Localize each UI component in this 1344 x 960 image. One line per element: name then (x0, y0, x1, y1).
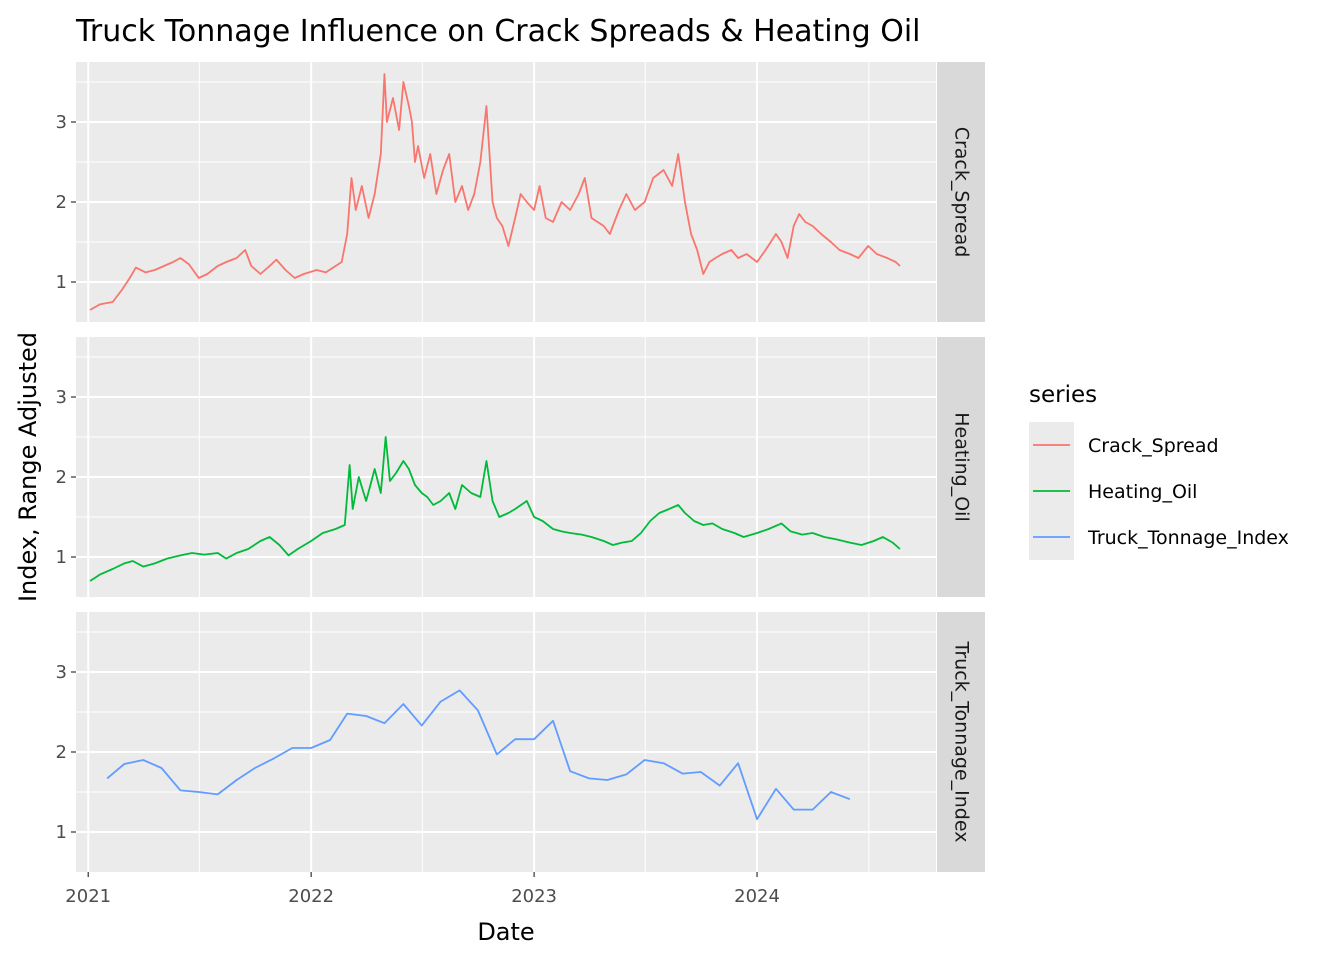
y-tick-label: 2 (56, 742, 67, 763)
y-axis-title: Index, Range Adjusted (14, 332, 42, 602)
facet-panel-heating-oil: 1 2 3 Heating_Oil (56, 337, 985, 597)
y-tick-label: 1 (56, 822, 67, 843)
y-tick-label: 3 (56, 662, 67, 683)
x-tick-label: 2022 (288, 886, 334, 907)
x-tick-label: 2023 (511, 886, 557, 907)
y-tick-label: 2 (56, 192, 67, 213)
x-axis-title: Date (477, 918, 534, 946)
y-tick-label: 1 (56, 547, 67, 568)
y-tick-label: 1 (56, 272, 67, 293)
y-tick-label: 3 (56, 387, 67, 408)
facet-strip-label: Crack_Spread (951, 127, 973, 258)
facet-strip (937, 62, 985, 322)
legend-item: Truck_Tonnage_Index (1029, 514, 1289, 560)
facet-panel-truck-tonnage-index: 1 2 3 Truck_Tonnage_Index (56, 612, 985, 872)
y-tick-label: 3 (56, 112, 67, 133)
panel-background (76, 612, 936, 872)
legend-item: Crack_Spread (1029, 422, 1219, 468)
facet-panel-crack-spread: 1 2 3 Crack_Spread (56, 62, 985, 322)
legend: series Crack_Spread Heating_Oil Truck_Tonn… (1029, 382, 1289, 560)
x-tick-label: 2024 (734, 886, 780, 907)
facet-strip (937, 337, 985, 597)
chart-title: Truck Tonnage Influence on Crack Spreads… (75, 14, 921, 49)
legend-label: Truck_Tonnage_Index (1087, 527, 1289, 549)
series-line-truck-tonnage-index (106, 689, 851, 821)
legend-title: series (1029, 382, 1097, 408)
x-axis: 2021 2022 2023 2024 (65, 872, 780, 907)
legend-label: Crack_Spread (1088, 435, 1219, 457)
series-line-heating-oil (89, 436, 901, 582)
x-tick-label: 2021 (65, 886, 111, 907)
facet-strip (937, 612, 985, 872)
panel-background (76, 62, 936, 322)
y-tick-label: 2 (56, 467, 67, 488)
facet-strip-label: Heating_Oil (951, 412, 973, 521)
legend-label: Heating_Oil (1088, 481, 1197, 503)
facet-strip-label: Truck_Tonnage_Index (951, 641, 973, 843)
series-line-crack-spread (89, 73, 901, 311)
legend-item: Heating_Oil (1029, 468, 1197, 514)
facet-panels: 1 2 3 Crack_Spread 1 2 3 Heating_Oil 1 2 3 Truck_To… (56, 62, 985, 872)
